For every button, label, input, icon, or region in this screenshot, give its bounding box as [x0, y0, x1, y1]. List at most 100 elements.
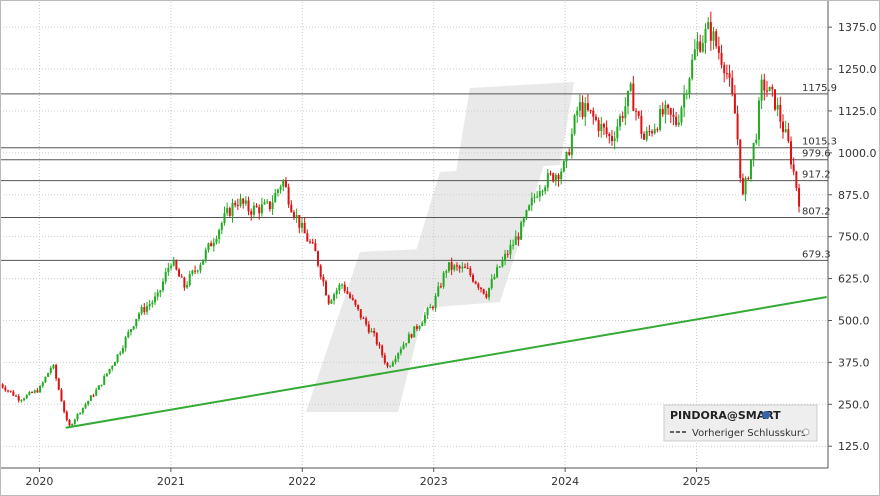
candle-body — [576, 110, 579, 116]
candle-body — [613, 138, 616, 142]
candle-body — [437, 286, 440, 296]
candle-body — [747, 178, 750, 180]
candle-body — [421, 322, 424, 327]
candle-body — [314, 243, 317, 252]
candle-body — [447, 262, 450, 272]
candle-body — [659, 109, 662, 130]
candle-body — [725, 73, 728, 75]
candle-body — [87, 400, 90, 405]
legend-item-label: Vorheriger Schlusskurs — [692, 428, 806, 439]
candle-body — [431, 306, 434, 309]
candle-body — [645, 131, 648, 140]
candle-body — [290, 204, 293, 213]
candle-body — [234, 202, 237, 206]
candle-body — [632, 83, 635, 111]
candle-body — [782, 121, 785, 133]
candle-body — [565, 152, 568, 162]
candle-body — [218, 229, 221, 239]
candle-body — [391, 362, 394, 367]
candle-body — [461, 266, 464, 269]
candle-body — [482, 289, 485, 294]
candle-body — [445, 271, 448, 273]
candle-body — [490, 279, 493, 288]
candle-body — [338, 284, 341, 291]
candle-body — [39, 386, 42, 393]
trendline — [65, 296, 827, 429]
candle-body — [15, 395, 18, 397]
candle-body — [25, 394, 28, 399]
candle-body — [736, 113, 739, 140]
candle-body — [442, 272, 445, 287]
candle-body — [282, 180, 285, 187]
candle-body — [423, 315, 426, 323]
candle-body — [127, 331, 130, 338]
candle-body — [271, 202, 274, 210]
candle-body — [132, 326, 135, 330]
candle-body — [247, 200, 250, 212]
candle-body — [669, 108, 672, 115]
candle-body — [1, 384, 4, 388]
candle-body — [506, 253, 509, 255]
candle-body — [731, 77, 734, 95]
legend-toggle-icon — [802, 428, 810, 436]
candle-body — [771, 86, 774, 90]
candle-body — [640, 115, 643, 134]
candle-body — [7, 390, 10, 392]
candle-body — [175, 260, 178, 270]
candle-body — [223, 213, 226, 224]
y-tick-label: 875.0 — [838, 189, 870, 202]
candle-body — [188, 273, 191, 286]
candle-body — [252, 205, 255, 215]
candle-body — [207, 243, 210, 251]
candle-body — [228, 208, 231, 216]
candle-body — [757, 100, 760, 140]
candle-body — [629, 83, 632, 91]
candle-body — [755, 139, 758, 143]
candle-body — [546, 173, 549, 188]
candle-body — [790, 141, 793, 165]
candle-body — [664, 104, 667, 115]
candle-body — [335, 290, 338, 295]
candle-body — [744, 178, 747, 195]
candle-body — [370, 330, 373, 333]
candle-body — [685, 93, 688, 95]
candle-body — [672, 114, 675, 117]
candle-body — [549, 173, 552, 175]
candle-body — [362, 317, 365, 319]
candle-body — [71, 423, 74, 426]
x-tick-label: 2020 — [25, 475, 53, 488]
globe-icon — [762, 411, 770, 419]
candle-body — [765, 90, 768, 92]
candle-body — [397, 353, 400, 359]
candle-body — [325, 281, 328, 296]
candle-body — [517, 236, 520, 240]
candle-body — [530, 198, 533, 206]
candle-body — [752, 142, 755, 160]
candle-body — [52, 364, 55, 369]
candle-body — [512, 244, 515, 246]
candle-body — [450, 262, 453, 270]
x-tick-label: 2021 — [157, 475, 185, 488]
candle-body — [231, 202, 234, 216]
candle-body — [9, 390, 12, 392]
grid-lines — [0, 2, 828, 468]
candle-body — [357, 304, 360, 310]
candle-body — [215, 238, 218, 243]
candle-body — [343, 284, 346, 292]
candle-body — [776, 104, 779, 110]
candle-body — [292, 212, 295, 218]
candle-body — [455, 265, 458, 267]
candle-body — [97, 385, 100, 390]
candle-body — [41, 382, 44, 387]
candle-body — [661, 109, 664, 115]
candle-body — [55, 364, 58, 379]
candle-body — [709, 22, 712, 41]
candle-body — [472, 275, 475, 282]
candle-body — [795, 171, 798, 188]
candle-body — [707, 22, 710, 29]
candle-body — [145, 306, 148, 312]
candle-body — [148, 304, 151, 307]
candle-body — [20, 400, 23, 402]
candle-body — [469, 268, 472, 276]
candle-body — [562, 161, 565, 172]
